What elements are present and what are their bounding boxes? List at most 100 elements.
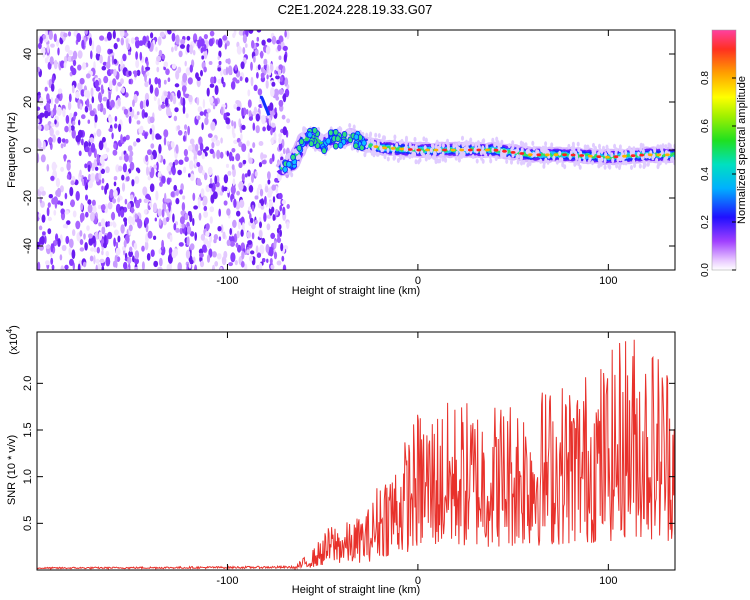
noise-speck (125, 170, 130, 177)
noise-speck (41, 190, 46, 196)
ridge-blob (335, 135, 341, 143)
noise-speck (167, 30, 172, 35)
noise-speck (95, 166, 99, 171)
noise-speck (209, 206, 215, 213)
noise-speck (266, 214, 272, 219)
noise-speck (133, 114, 139, 120)
noise-speck (87, 119, 91, 124)
noise-speck (68, 93, 72, 103)
noise-speck (156, 161, 159, 172)
noise-speck (131, 179, 135, 187)
noise-speck (121, 174, 125, 181)
ridge-halo (461, 135, 464, 141)
noise-speck (258, 141, 264, 146)
noise-speck (265, 243, 270, 253)
noise-speck (236, 106, 241, 111)
noise-speck (89, 137, 95, 143)
ridge-halo (597, 163, 601, 169)
noise-speck (280, 242, 284, 252)
noise-speck (79, 239, 84, 245)
noise-speck (270, 232, 276, 239)
noise-speck (271, 81, 276, 87)
noise-speck (200, 69, 203, 77)
noise-speck (248, 206, 252, 212)
noise-speck (138, 126, 144, 135)
ridge-halo (539, 158, 543, 164)
noise-speck (60, 208, 65, 215)
noise-speck (234, 64, 238, 71)
ridge-halo (296, 160, 300, 166)
noise-speck (57, 88, 63, 94)
ridge-halo (457, 157, 461, 163)
heatmap-ylabel: Frequency (Hz) (6, 112, 18, 188)
ridge-halo (576, 141, 580, 147)
noise-speck (249, 255, 253, 262)
noise-speck (232, 167, 236, 178)
noise-speck (258, 162, 263, 168)
ridge-halo (629, 148, 633, 154)
noise-speck (56, 39, 59, 47)
noise-speck (230, 185, 236, 195)
noise-speck (268, 69, 272, 76)
noise-speck (105, 61, 111, 69)
noise-speck (67, 31, 72, 37)
noise-speck (44, 235, 47, 244)
noise-speck (120, 134, 123, 144)
noise-speck (120, 209, 125, 218)
snr-multiplier-exp: 4 (5, 328, 14, 333)
noise-speck (82, 62, 87, 70)
noise-speck (231, 164, 235, 171)
noise-speck (129, 246, 133, 253)
noise-speck (170, 191, 175, 198)
noise-speck (271, 206, 275, 213)
noise-speck (115, 241, 119, 248)
heatmap-xtick-label: 0 (415, 275, 421, 287)
noise-speck (107, 231, 113, 240)
noise-speck (93, 255, 96, 265)
noise-speck (158, 49, 163, 57)
noise-speck (199, 111, 204, 116)
ridge-halo (402, 155, 406, 161)
noise-speck (95, 264, 98, 270)
noise-speck (150, 167, 155, 176)
noise-speck (124, 153, 129, 163)
ridge-halo (496, 141, 500, 147)
noise-speck (278, 88, 284, 95)
ridge-halo (405, 135, 408, 141)
noise-speck (227, 65, 233, 76)
noise-speck (71, 67, 77, 76)
ridge-halo (443, 157, 447, 163)
noise-speck (125, 134, 130, 141)
noise-speck (147, 205, 151, 210)
ridge-halo (627, 145, 631, 151)
ridge-halo (524, 142, 528, 148)
snr-multiplier: (x104) (5, 325, 20, 355)
ridge-halo (656, 144, 660, 150)
noise-speck (225, 163, 230, 168)
noise-speck (252, 122, 256, 131)
noise-speck (134, 266, 138, 270)
noise-speck (65, 235, 70, 245)
ridge-blob (296, 144, 303, 152)
noise-speck (212, 104, 216, 110)
noise-speck (83, 176, 87, 187)
ridge-halo (615, 163, 619, 169)
noise-speck (165, 198, 171, 203)
noise-speck (147, 149, 152, 156)
noise-speck (203, 210, 209, 218)
ridge-halo (477, 140, 480, 146)
noise-speck (120, 78, 124, 85)
noise-speck (42, 231, 46, 236)
noise-speck (232, 132, 236, 139)
noise-speck (64, 210, 70, 215)
ridge-halo (663, 157, 667, 163)
noise-speck (79, 103, 83, 110)
noise-speck (269, 102, 274, 111)
noise-speck (166, 177, 171, 185)
noise-speck (260, 72, 265, 79)
noise-speck (101, 185, 104, 191)
ridge-halo (489, 158, 493, 164)
noise-speck (240, 61, 245, 70)
noise-speck (111, 55, 115, 65)
noise-speck (225, 66, 229, 76)
